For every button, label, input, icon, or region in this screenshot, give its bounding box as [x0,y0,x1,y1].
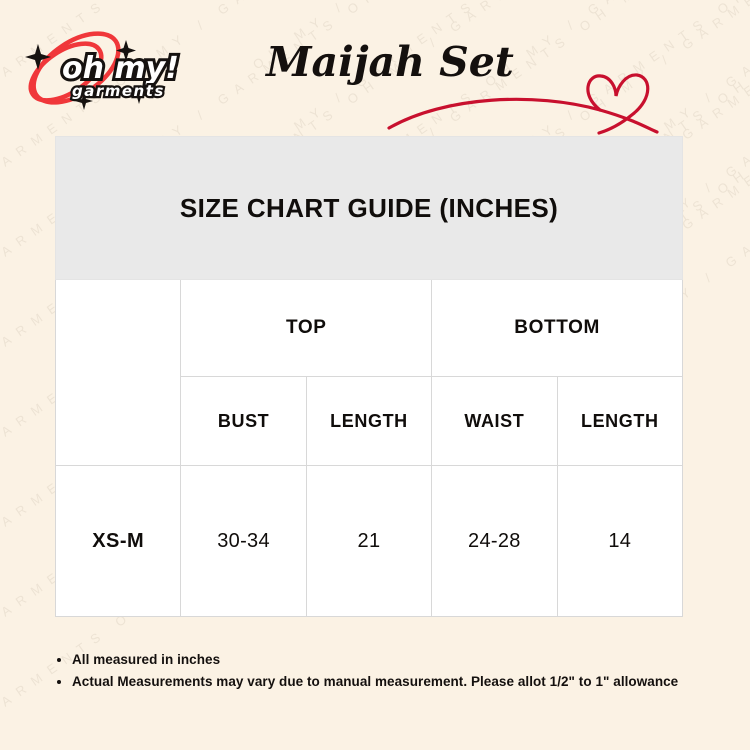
chart-title-cell: SIZE CHART GUIDE (INCHES) [55,136,683,280]
svg-text:garments: garments [72,82,165,100]
sub-header-bust: BUST [180,376,307,466]
cell-size: XS-M [54,465,182,617]
sub-header-waist: WAIST [431,376,558,466]
cell-bottom-length: 14 [556,465,684,617]
size-chart-container: SIZE CHART GUIDE (INCHES) TOP BOTTOM BUS… [54,136,684,617]
page-header: oh my! garments Maijah Set [0,0,750,136]
table-row-group-headers: TOP BOTTOM [54,279,683,466]
notes-list: All measured in inches Actual Measuremen… [50,650,710,693]
cell-top-length: 21 [305,465,433,617]
group-header-bottom: BOTTOM [431,279,683,377]
notes-section: All measured in inches Actual Measuremen… [50,650,710,694]
size-chart-table: SIZE CHART GUIDE (INCHES) TOP BOTTOM BUS… [54,136,684,617]
group-header-blank [54,279,182,466]
brand-logo: oh my! garments [14,26,189,114]
svg-text:oh my!: oh my! [62,51,179,86]
sparkle-star-icon [25,40,148,110]
sub-header-top-length: LENGTH [305,376,433,466]
cell-bottom-waist: 24-28 [431,465,558,617]
heart-swirl-decoration [385,48,685,138]
table-row-title: SIZE CHART GUIDE (INCHES) [55,136,683,280]
table-row-sub-headers: BUST LENGTH WAIST LENGTH [56,376,684,466]
note-item: Actual Measurements may vary due to manu… [72,672,710,693]
table-row: XS-M 30-34 21 24-28 14 [54,465,684,617]
note-item: All measured in inches [72,650,710,671]
page-title: Maijah Set [266,38,514,86]
cell-top-bust: 30-34 [180,465,307,617]
group-header-top: TOP [180,279,433,377]
sub-header-bottom-length: LENGTH [556,376,684,466]
